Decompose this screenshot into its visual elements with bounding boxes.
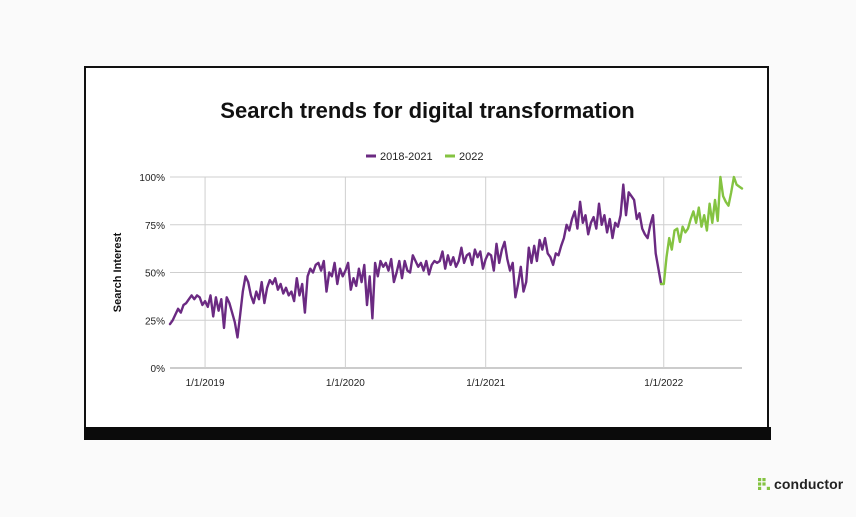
series-line-2022 — [659, 175, 744, 286]
y-tick-label: 100% — [139, 173, 165, 184]
y-tick-label: 75% — [145, 221, 165, 232]
brand-logo: conductor — [758, 476, 843, 492]
x-tick-label: 1/1/2022 — [644, 378, 683, 389]
series-line-2018-2021 — [168, 183, 663, 339]
y-tick-label: 0% — [151, 364, 166, 375]
frame-bottom-bar — [84, 427, 771, 440]
conductor-logo-icon — [758, 478, 770, 490]
legend-label-1: 2022 — [459, 151, 483, 163]
y-tick-label: 25% — [145, 316, 165, 327]
brand-name: conductor — [774, 476, 844, 492]
y-tick-label: 50% — [145, 269, 165, 280]
x-tick-label: 1/1/2019 — [186, 378, 225, 389]
y-axis-label: Search Interest — [112, 232, 124, 312]
x-tick-label: 1/1/2020 — [326, 378, 365, 389]
legend-label-0: 2018-2021 — [380, 151, 433, 163]
chart-title: Search trends for digital transformation — [220, 98, 635, 123]
x-tick-label: 1/1/2021 — [466, 378, 505, 389]
